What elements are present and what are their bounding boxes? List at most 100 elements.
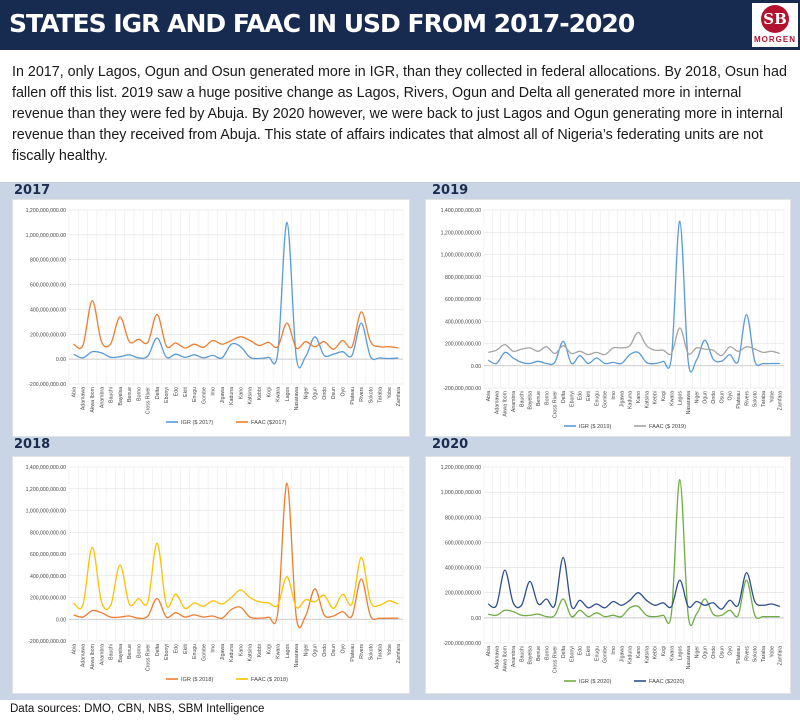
chart-year-label-2017: 2017: [14, 183, 51, 198]
logo-word: MORGEN: [754, 35, 796, 44]
y-tick-label: 1,000,000,000.00: [26, 233, 67, 239]
x-tick-label: Akwa Ibom: [90, 387, 96, 413]
x-tick-label: Sokoto: [753, 391, 759, 407]
x-tick-label: Yobe: [769, 391, 775, 403]
y-tick-label: 1,200,000,000.00: [441, 465, 482, 471]
x-tick-label: Bayelsa: [528, 391, 534, 410]
x-tick-label: Zamfara: [778, 646, 784, 665]
x-tick-label: Rivers: [744, 646, 750, 661]
x-tick-label: Osun: [331, 644, 337, 657]
x-tick-label: Kebbi: [653, 391, 659, 404]
x-tick-label: Kano: [238, 387, 244, 399]
x-tick-label: Delta: [561, 646, 567, 658]
x-tick-label: Katsina: [248, 387, 254, 404]
x-tick-label: Bayelsa: [118, 387, 124, 406]
x-tick-label: Plateau: [736, 391, 742, 409]
x-tick-label: Kaduna: [229, 387, 235, 405]
y-tick-label: 1,000,000,000.00: [26, 509, 67, 515]
x-tick-label: Cross River: [553, 391, 559, 418]
x-tick-label: Adamawa: [494, 391, 500, 414]
x-tick-label: Gombe: [603, 646, 609, 663]
x-tick-label: Delta: [155, 644, 161, 656]
x-tick-label: Abia: [71, 644, 77, 654]
sb-morgen-logo: SB MORGEN: [752, 3, 798, 47]
y-tick-label: 400,000,000.00: [30, 574, 66, 580]
x-tick-label: Osun: [719, 646, 725, 659]
x-tick-label: Kwara: [276, 644, 282, 659]
x-tick-label: Ekiti: [183, 644, 189, 654]
x-tick-label: Delta: [155, 387, 161, 399]
series-line-1: [73, 221, 399, 369]
x-tick-label: Kebbi: [653, 646, 659, 659]
y-tick-label: 1,000,000,000.00: [441, 253, 482, 259]
y-tick-label: 800,000,000.00: [30, 530, 66, 536]
data-sources: Data sources: DMO, CBN, NBS, SBM Intelli…: [10, 703, 265, 715]
chart-year-label-2019: 2019: [432, 183, 469, 198]
x-tick-label: Taraba: [761, 391, 767, 407]
chart-card-2018: -200,000,000.00 0.00 200,000,000.00 400,000…: [12, 456, 410, 694]
x-tick-label: Anambra: [99, 387, 105, 408]
x-tick-label: Sokoto: [753, 646, 759, 662]
x-tick-label: Taraba: [378, 644, 384, 660]
x-tick-label: Yobe: [769, 646, 775, 658]
x-tick-label: Ogun: [313, 644, 319, 657]
x-tick-label: Lagos: [285, 644, 291, 659]
x-tick-label: Benue: [536, 391, 542, 406]
logo-mark: SB: [761, 5, 789, 33]
x-tick-label: Zamfara: [396, 644, 402, 663]
x-tick-label: Nasarawa: [294, 387, 300, 410]
y-tick-label: 600,000,000.00: [30, 552, 66, 558]
x-tick-label: Gombe: [201, 387, 207, 404]
x-tick-label: Kogi: [661, 391, 667, 401]
x-tick-label: Anambra: [511, 646, 517, 667]
y-tick-label: 200,000,000.00: [30, 596, 66, 602]
x-tick-label: Kogi: [266, 387, 272, 397]
x-tick-label: Niger: [303, 644, 309, 657]
x-tick-label: Ondo: [711, 646, 717, 659]
x-tick-label: Ogun: [703, 391, 709, 404]
y-tick-label: 1,200,000,000.00: [26, 208, 67, 214]
x-tick-label: Adamawa: [494, 646, 500, 669]
y-tick-label: 0.00: [471, 364, 481, 370]
y-tick-label: 400,000,000.00: [30, 307, 66, 313]
x-tick-label: Lagos: [678, 646, 684, 661]
y-tick-label: 600,000,000.00: [30, 283, 66, 289]
x-tick-label: Imo: [211, 387, 217, 396]
x-tick-label: Katsina: [644, 646, 650, 663]
y-tick-label: 1,400,000,000.00: [26, 465, 67, 471]
x-tick-label: Anambra: [99, 644, 105, 665]
x-tick-label: Ekiti: [586, 391, 592, 401]
x-tick-label: Borno: [136, 387, 142, 401]
x-tick-label: Akwa Ibom: [503, 646, 509, 672]
x-tick-label: Ogun: [313, 387, 319, 400]
chart-legend: IGR ($ 2019) FAAC ($ 2019): [564, 424, 686, 430]
x-tick-label: Ondo: [711, 391, 717, 404]
y-tick-label: 200,000,000.00: [445, 591, 481, 597]
x-tick-label: Osun: [719, 391, 725, 404]
x-tick-label: Benue: [536, 646, 542, 661]
x-tick-label: Gombe: [603, 391, 609, 408]
x-tick-label: Plateau: [736, 646, 742, 664]
series-line-1: [487, 220, 780, 373]
x-tick-label: Katsina: [644, 391, 650, 408]
y-tick-label: 200,000,000.00: [445, 342, 481, 348]
x-tick-label: Adamawa: [81, 387, 87, 410]
legend-label: IGR ($ 2020): [579, 679, 611, 685]
x-tick-label: Niger: [303, 387, 309, 400]
chart-2020: -200,000,000.00 0.00 200,000,000.00 400,000…: [441, 465, 785, 685]
x-tick-label: Ondo: [322, 644, 328, 657]
legend-label: FAAC ($2017): [251, 420, 287, 426]
y-tick-label: -200,000,000.00: [443, 386, 481, 392]
header-banner: STATES IGR AND FAAC IN USD FROM 2017-202…: [0, 0, 800, 50]
x-tick-label: Bauchi: [109, 387, 115, 403]
x-tick-label: Enugu: [594, 391, 600, 406]
x-tick-label: Kaduna: [229, 644, 235, 662]
y-tick-label: 0.00: [471, 616, 481, 622]
x-tick-label: Kwara: [669, 646, 675, 661]
x-tick-label: Taraba: [761, 646, 767, 662]
x-tick-label: Rivers: [359, 644, 365, 659]
x-tick-label: Ebonyi: [569, 646, 575, 662]
x-tick-label: Edo: [578, 646, 584, 655]
page-title: STATES IGR AND FAAC IN USD FROM 2017-202…: [9, 9, 635, 38]
x-tick-label: Imo: [611, 391, 617, 400]
